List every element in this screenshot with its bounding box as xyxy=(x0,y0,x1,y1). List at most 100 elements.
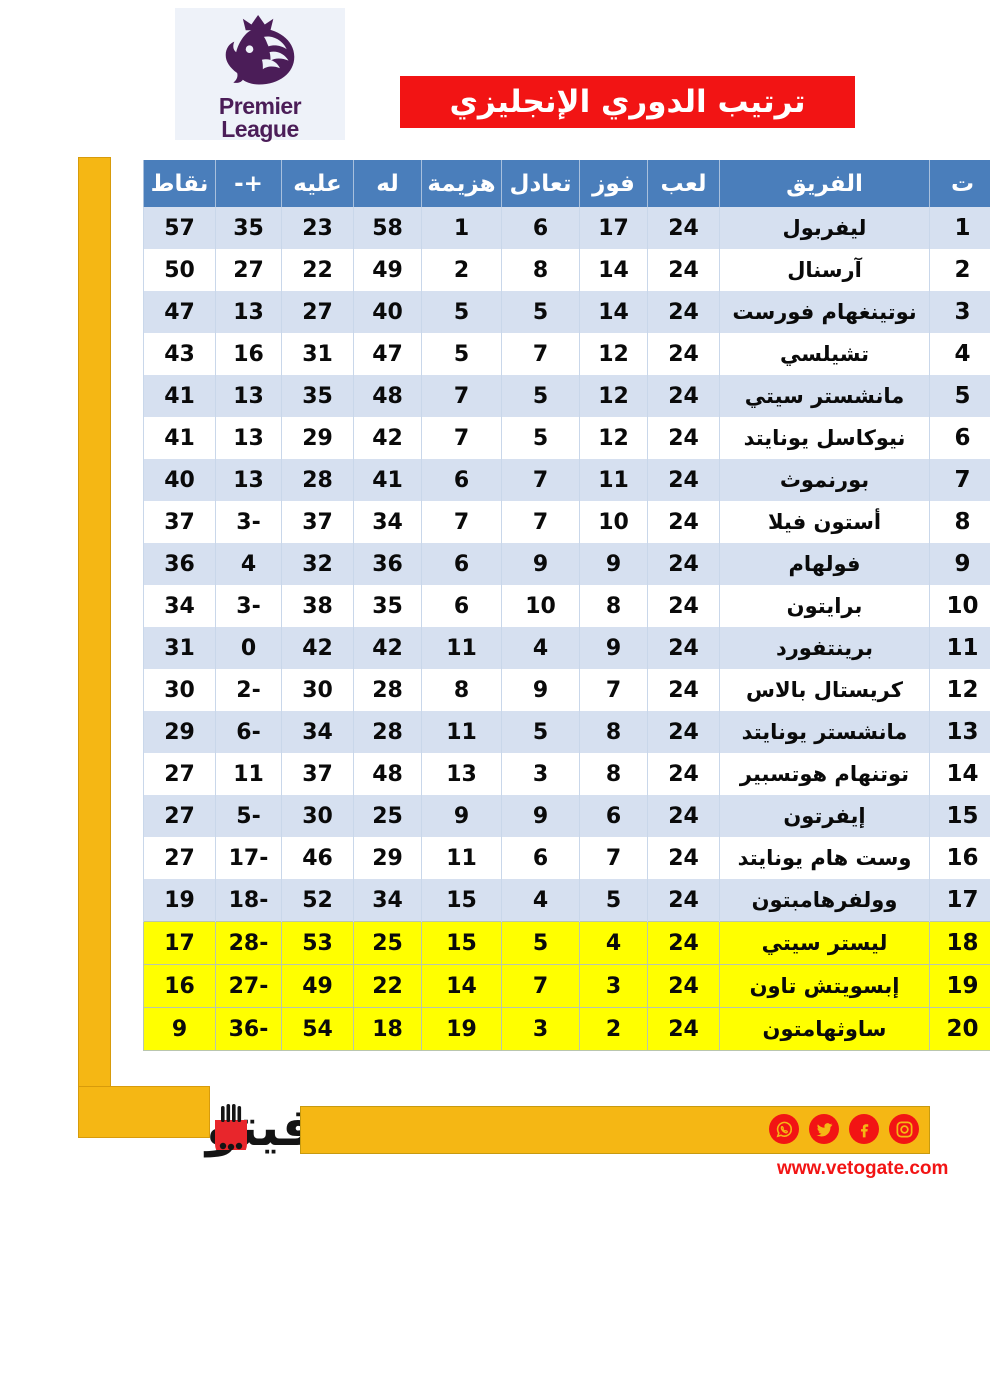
cell-win: 2 xyxy=(579,1007,648,1051)
col-header-gd: +- xyxy=(215,160,282,207)
cell-played: 24 xyxy=(647,879,720,922)
cell-team: أستون فيلا xyxy=(719,501,930,543)
cell-team: آرسنال xyxy=(719,249,930,291)
cell-win: 8 xyxy=(579,711,648,753)
table-row: 4 تشيلسي 24 12 7 5 47 31 16 43 xyxy=(143,333,990,375)
cell-rank: 13 xyxy=(929,711,990,753)
cell-gf: 48 xyxy=(353,375,422,417)
cell-gf: 41 xyxy=(353,459,422,501)
cell-points: 31 xyxy=(143,627,216,669)
cell-ga: 30 xyxy=(281,795,354,837)
cell-draw: 5 xyxy=(501,375,580,417)
cell-points: 9 xyxy=(143,1007,216,1051)
cell-played: 24 xyxy=(647,585,720,627)
cell-gd: 13 xyxy=(215,417,282,459)
cell-team: فولهام xyxy=(719,543,930,585)
cell-loss: 6 xyxy=(421,459,502,501)
cell-gf: 40 xyxy=(353,291,422,333)
table-row: 20 ساوثهامتون 24 2 3 19 18 54 -36 9 xyxy=(143,1007,990,1051)
cell-ga: 27 xyxy=(281,291,354,333)
cell-ga: 34 xyxy=(281,711,354,753)
cell-team: وست هام يونايتد xyxy=(719,837,930,879)
cell-team: نيوكاسل يونايتد xyxy=(719,417,930,459)
cell-win: 4 xyxy=(579,921,648,965)
page-title: ترتيب الدوري الإنجليزي xyxy=(449,84,806,120)
facebook-icon[interactable] xyxy=(849,1114,879,1144)
cell-draw: 3 xyxy=(501,1007,580,1051)
decorative-frame-foot xyxy=(78,1086,210,1138)
premier-league-logo: Premier League xyxy=(175,8,345,141)
page-title-banner: ترتيب الدوري الإنجليزي xyxy=(400,76,855,128)
cell-ga: 37 xyxy=(281,753,354,795)
table-row: 19 إبسويتش تاون 24 3 7 14 22 49 -27 16 xyxy=(143,964,990,1008)
cell-rank: 14 xyxy=(929,753,990,795)
cell-draw: 6 xyxy=(501,837,580,879)
cell-rank: 18 xyxy=(929,921,990,965)
cell-loss: 13 xyxy=(421,753,502,795)
cell-ga: 52 xyxy=(281,879,354,922)
col-header-loss: هزيمة xyxy=(421,160,502,207)
cell-points: 41 xyxy=(143,417,216,459)
cell-gd: -17 xyxy=(215,837,282,879)
cell-team: بورنموث xyxy=(719,459,930,501)
cell-gd: -5 xyxy=(215,795,282,837)
col-header-win: فوز xyxy=(579,160,648,207)
cell-ga: 28 xyxy=(281,459,354,501)
cell-ga: 54 xyxy=(281,1007,354,1051)
cell-gf: 28 xyxy=(353,669,422,711)
cell-loss: 11 xyxy=(421,627,502,669)
cell-played: 24 xyxy=(647,921,720,965)
cell-rank: 19 xyxy=(929,964,990,1008)
cell-points: 47 xyxy=(143,291,216,333)
cell-gd: -6 xyxy=(215,711,282,753)
cell-loss: 2 xyxy=(421,249,502,291)
cell-win: 6 xyxy=(579,795,648,837)
cell-played: 24 xyxy=(647,543,720,585)
cell-rank: 12 xyxy=(929,669,990,711)
cell-win: 11 xyxy=(579,459,648,501)
cell-gd: 13 xyxy=(215,291,282,333)
cell-rank: 7 xyxy=(929,459,990,501)
cell-loss: 5 xyxy=(421,291,502,333)
cell-loss: 15 xyxy=(421,879,502,922)
cell-team: ليستر سيتي xyxy=(719,921,930,965)
cell-rank: 16 xyxy=(929,837,990,879)
cell-win: 9 xyxy=(579,543,648,585)
social-links xyxy=(769,1114,919,1144)
twitter-icon[interactable] xyxy=(809,1114,839,1144)
cell-gf: 22 xyxy=(353,964,422,1008)
cell-gf: 42 xyxy=(353,417,422,459)
col-header-draw: تعادل xyxy=(501,160,580,207)
cell-rank: 15 xyxy=(929,795,990,837)
cell-points: 17 xyxy=(143,921,216,965)
table-row: 13 مانشستر يونايتد 24 8 5 11 28 34 -6 29 xyxy=(143,711,990,753)
cell-gd: 13 xyxy=(215,375,282,417)
cell-points: 41 xyxy=(143,375,216,417)
instagram-icon[interactable] xyxy=(889,1114,919,1144)
col-header-points: نقاط xyxy=(143,160,216,207)
cell-draw: 7 xyxy=(501,501,580,543)
cell-played: 24 xyxy=(647,291,720,333)
cell-gf: 25 xyxy=(353,921,422,965)
cell-gf: 25 xyxy=(353,795,422,837)
cell-gd: 11 xyxy=(215,753,282,795)
cell-draw: 5 xyxy=(501,711,580,753)
cell-points: 43 xyxy=(143,333,216,375)
cell-team: ساوثهامتون xyxy=(719,1007,930,1051)
website-url[interactable]: www.vetogate.com xyxy=(777,1158,949,1179)
veto-hand-icon xyxy=(215,1104,247,1150)
cell-gf: 29 xyxy=(353,837,422,879)
table-row: 7 بورنموث 24 11 7 6 41 28 13 40 xyxy=(143,459,990,501)
cell-rank: 20 xyxy=(929,1007,990,1051)
cell-loss: 5 xyxy=(421,333,502,375)
cell-win: 14 xyxy=(579,249,648,291)
cell-played: 24 xyxy=(647,964,720,1008)
cell-ga: 29 xyxy=(281,417,354,459)
cell-team: تشيلسي xyxy=(719,333,930,375)
whatsapp-icon[interactable] xyxy=(769,1114,799,1144)
cell-win: 9 xyxy=(579,627,648,669)
cell-played: 24 xyxy=(647,711,720,753)
cell-ga: 35 xyxy=(281,375,354,417)
cell-gd: 4 xyxy=(215,543,282,585)
cell-points: 27 xyxy=(143,837,216,879)
